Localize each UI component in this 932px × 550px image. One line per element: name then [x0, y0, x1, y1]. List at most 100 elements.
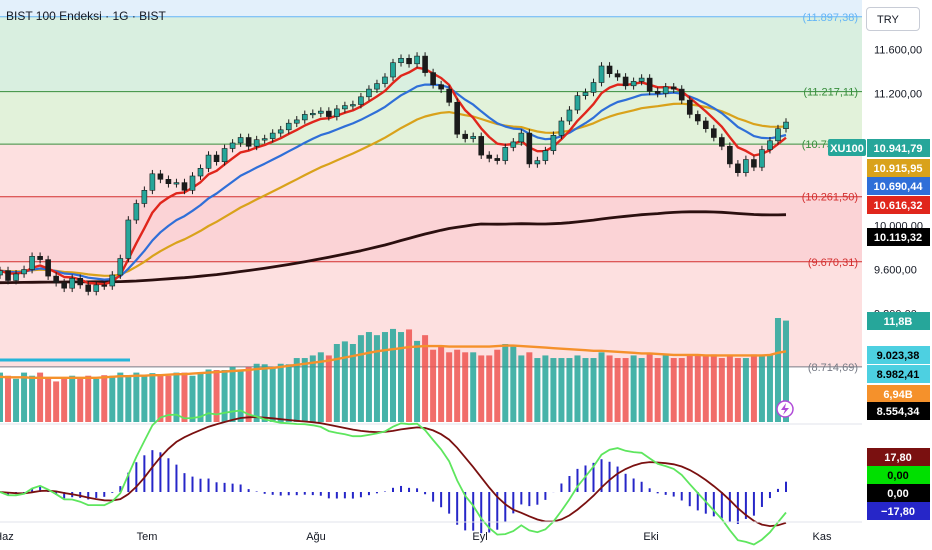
candle-body [574, 95, 581, 111]
badge-bg [867, 448, 930, 466]
candle [550, 131, 557, 155]
candle-body [711, 128, 717, 138]
candle [157, 169, 164, 184]
candle [197, 164, 204, 180]
volume-bar [750, 354, 757, 422]
volume-bar [574, 355, 581, 422]
candle [334, 105, 340, 121]
candle [390, 58, 396, 81]
volume-bar [758, 354, 765, 422]
candle [69, 274, 75, 293]
candle-body [558, 120, 565, 136]
macd-badge: 0,00 [867, 466, 930, 484]
candle-body [133, 203, 140, 221]
volume-bar [686, 355, 693, 422]
volume-bar [638, 358, 645, 422]
volume-bar [181, 372, 188, 422]
x-tick-label: Haz [0, 531, 14, 543]
candle [53, 272, 59, 287]
volume-bar [293, 358, 300, 422]
candle [678, 85, 685, 104]
candle [173, 178, 180, 188]
candle-body [205, 154, 212, 169]
volume-bar [662, 355, 669, 422]
volume-bar [438, 346, 445, 422]
candle-body [775, 128, 781, 142]
candle-body [735, 163, 741, 173]
candle-body [77, 277, 84, 286]
fib-label: (11.217,11) [803, 87, 858, 99]
candle-body [342, 105, 348, 110]
volume-bar [734, 358, 741, 422]
candle [598, 62, 605, 87]
price-badge: 10.690,44 [867, 177, 930, 195]
fib-band [0, 0, 862, 17]
candle [253, 135, 260, 151]
candle-body [606, 65, 613, 74]
candle [326, 107, 332, 121]
candle [21, 265, 27, 278]
fib-label: (8.714,69) [808, 362, 858, 374]
y-tick-label: 9.600,00 [874, 265, 917, 277]
candle [767, 136, 773, 154]
candle [470, 132, 477, 143]
candle [582, 88, 589, 100]
badge-bg [867, 139, 930, 157]
candle [630, 77, 637, 90]
candle-body [61, 282, 67, 289]
candle [446, 85, 452, 107]
candle [518, 129, 525, 146]
ema-slow-line [0, 102, 787, 277]
volume-bar [606, 355, 613, 422]
candle-body [245, 137, 252, 147]
candle [646, 74, 653, 96]
candle-body [406, 57, 412, 65]
y-tick-label: 11.200,00 [874, 89, 922, 101]
volume-bar [454, 349, 461, 422]
candle [5, 266, 11, 285]
candle-body [117, 258, 124, 276]
candle [301, 110, 308, 124]
volume-bar [333, 344, 340, 422]
candle [702, 117, 709, 133]
volume-bar [710, 354, 717, 422]
volume-bar [173, 372, 180, 422]
candle [438, 80, 444, 93]
candle [181, 178, 188, 195]
candle [719, 133, 725, 151]
volume-bar [694, 354, 701, 422]
volume-bar [69, 375, 76, 422]
candle-body [638, 77, 645, 82]
currency-button[interactable]: TRY [866, 7, 920, 31]
candle [133, 199, 140, 224]
candle-body [350, 104, 356, 107]
volume-bar [85, 375, 92, 422]
volume-bar [357, 335, 364, 422]
volume-bar [414, 340, 421, 422]
candle-body [486, 154, 493, 159]
candle [558, 117, 565, 140]
candle-body [727, 146, 733, 165]
candle [454, 98, 460, 139]
candle-body [422, 55, 428, 73]
volume-bar [277, 363, 284, 422]
macd-badge: 0,00 [867, 484, 930, 502]
candle-body [390, 62, 396, 78]
candle-body [759, 149, 765, 168]
badge-bg [867, 484, 930, 502]
candle [189, 172, 196, 195]
candle-body [654, 91, 661, 94]
candle-body [85, 284, 92, 292]
volume-bar [422, 335, 429, 422]
candle-body [5, 270, 11, 281]
candle-body [21, 269, 27, 275]
candle [462, 130, 468, 143]
candle-body [430, 72, 436, 85]
candle-body [213, 154, 220, 163]
badge-bg [867, 228, 930, 246]
badge-value: 8.554,34 [877, 406, 921, 418]
badge-value: 9.023,38 [877, 350, 920, 362]
candle-body [366, 88, 372, 98]
volume-bar [165, 375, 172, 422]
